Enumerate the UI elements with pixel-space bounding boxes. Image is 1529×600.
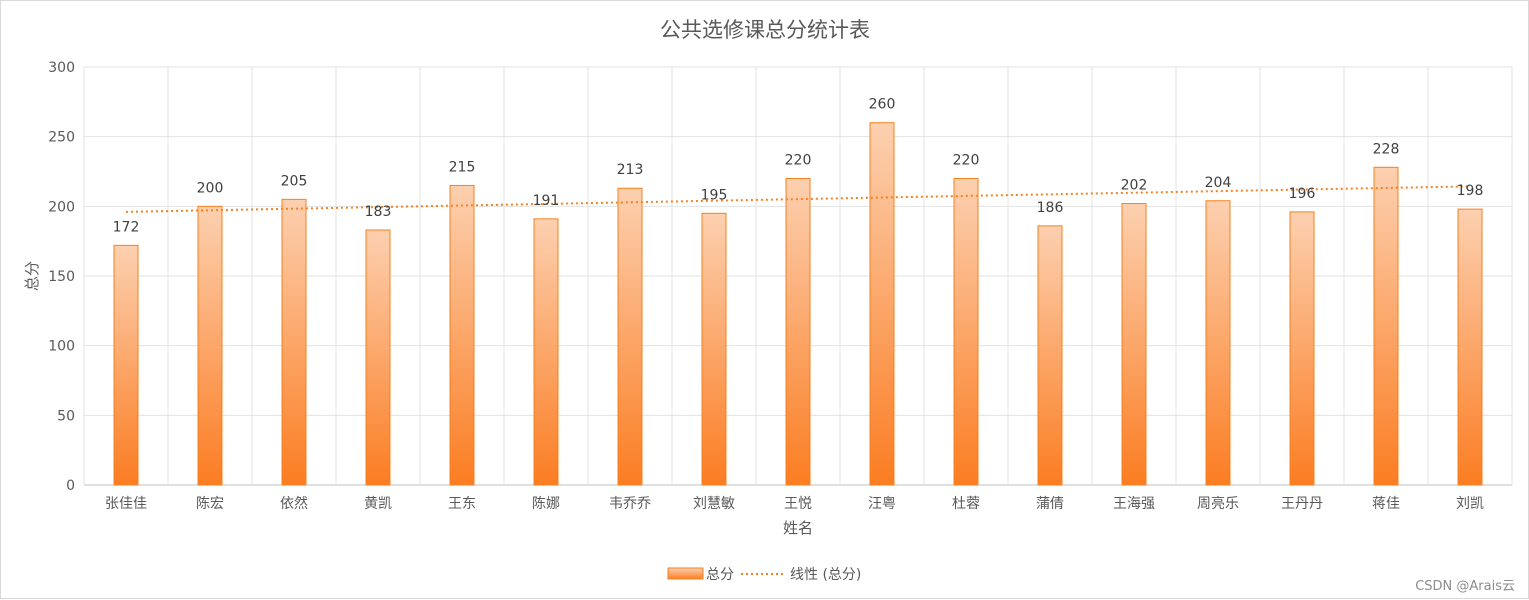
data-label-12: 186 [1037,200,1064,216]
x-tick-label-17: 刘凯 [1456,496,1484,512]
bar-1 [113,244,139,486]
y-tick-label: 150 [48,269,75,285]
bar-7 [617,187,643,486]
bar-8 [701,212,727,486]
y-tick-label: 0 [66,478,75,494]
data-label-11: 220 [953,152,980,168]
bar-15 [1289,211,1315,486]
data-label-8: 195 [701,187,728,203]
bar-16 [1373,166,1399,486]
data-label-4: 183 [365,204,392,220]
x-tick-label-14: 周亮乐 [1197,495,1239,512]
x-tick-label-1: 张佳佳 [105,496,147,512]
data-label-7: 213 [617,162,644,178]
y-tick-label: 250 [48,130,75,146]
x-tick-label-12: 蒲倩 [1036,496,1064,512]
legend-label-bars: 总分 [706,567,734,583]
data-label-15: 196 [1289,186,1316,202]
axes: 0 50 100 150 200 250 300 张佳佳 陈宏 依然 黄凯 王东 陈娜 韦乔乔 刘慧敏 王悦 汪… [48,60,1484,512]
x-tick-label-16: 蒋佳 [1372,496,1400,512]
trendline [125,185,1471,213]
data-label-17: 198 [1457,183,1484,199]
bar-3 [281,198,307,486]
bar-11 [953,177,979,486]
data-label-3: 205 [281,173,308,189]
data-label-13: 202 [1121,178,1148,194]
x-tick-label-7: 韦乔乔 [609,496,651,512]
data-label-6: 191 [533,193,560,209]
bar-10 [869,122,895,486]
bar-12 [1037,225,1063,486]
data-label-14: 204 [1205,175,1232,191]
bar-14 [1205,200,1231,486]
watermark: CSDN @Arais云 [1415,579,1515,594]
data-label-9: 220 [785,152,812,168]
x-axis-title: 姓名 [783,519,813,537]
bars [113,122,1483,486]
legend-swatch-bars [667,567,704,580]
legend: 总分 线性 (总分) [667,567,861,583]
x-tick-label-13: 王海强 [1113,496,1155,512]
x-tick-label-9: 王悦 [784,496,812,512]
trendline-line [125,185,1471,213]
data-label-2: 200 [197,180,224,196]
bar-6 [533,218,559,486]
y-axis-title: 总分 [23,261,41,291]
data-label-10: 260 [869,97,896,113]
x-tick-label-10: 汪粤 [868,496,896,512]
x-tick-label-2: 陈宏 [196,495,224,512]
x-tick-label-5: 王东 [448,496,476,512]
y-tick-label: 100 [48,339,75,355]
gridlines [83,66,1513,486]
data-label-5: 215 [449,159,476,175]
bar-9 [785,177,811,486]
bar-2 [197,205,223,486]
x-tick-label-8: 刘慧敏 [693,496,735,512]
legend-label-trendline: 线性 (总分) [790,567,861,583]
bar-13 [1121,203,1147,486]
bar-5 [449,184,475,486]
bar-17 [1457,208,1483,486]
x-tick-label-6: 陈娜 [532,495,560,512]
y-tick-label: 300 [48,60,75,76]
data-label-1: 172 [113,219,140,235]
bar-4 [365,229,391,486]
data-labels: 172 200 205 183 215 191 213 195 220 260 220 186 202 2… [113,97,1484,236]
x-tick-label-3: 依然 [280,495,308,512]
y-tick-label: 200 [48,199,75,215]
y-tick-label: 50 [57,408,75,424]
x-tick-label-11: 杜蓉 [952,496,980,512]
x-tick-label-4: 黄凯 [364,495,392,512]
x-tick-label-15: 王丹丹 [1281,496,1323,512]
chart-title: 公共选修课总分统计表 [660,18,870,42]
data-label-16: 228 [1373,141,1400,157]
